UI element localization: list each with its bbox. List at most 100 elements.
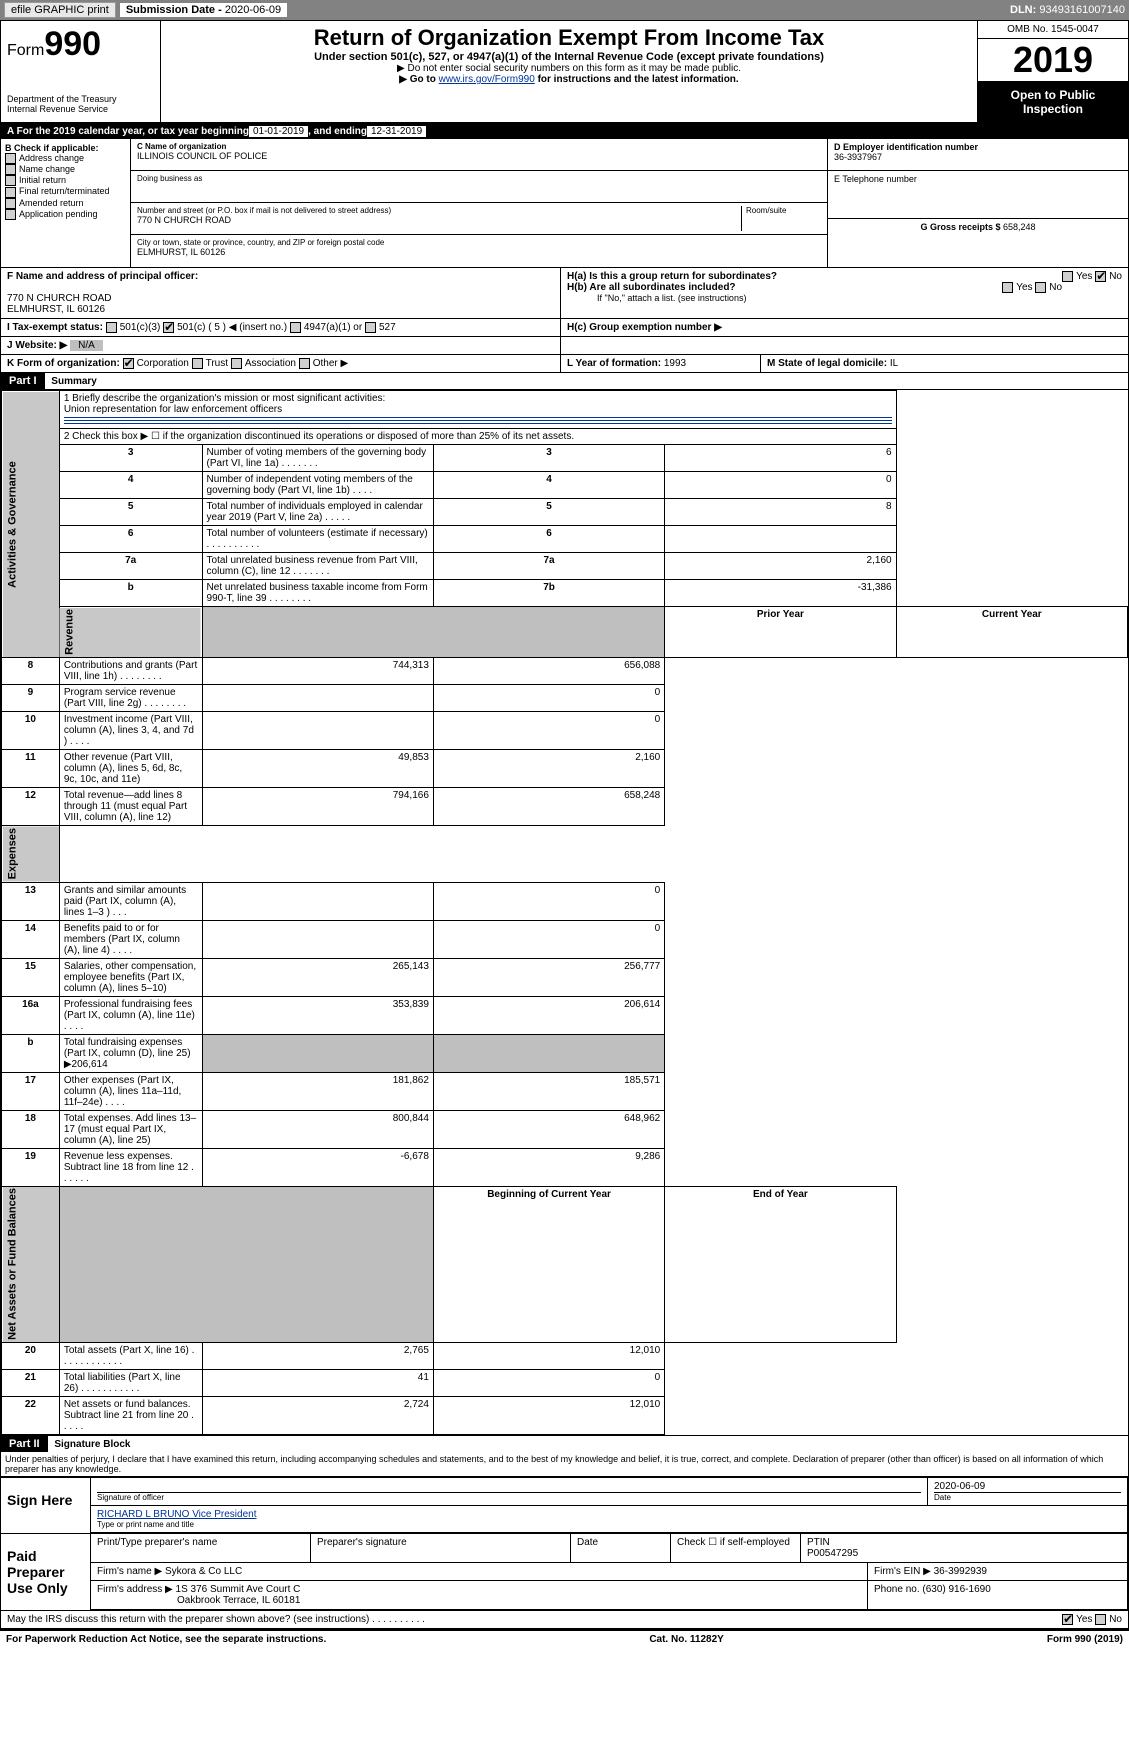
col-b-checkboxes: B Check if applicable: Address change Na… (1, 139, 131, 267)
vtab-governance: Activities & Governance (2, 391, 60, 658)
chk-final-return[interactable]: Final return/terminated (5, 186, 126, 197)
form-990: Form990 Department of the Treasury Inter… (0, 20, 1129, 1631)
line1-label: 1 Briefly describe the organization's mi… (64, 393, 892, 404)
row-k: K Form of organization: Corporation Trus… (1, 355, 561, 372)
dln: DLN: 93493161007140 (1010, 4, 1125, 16)
vtab-expenses: Expenses (2, 826, 60, 882)
firm-address: Firm's address ▶ 1S 376 Summit Ave Court… (91, 1581, 868, 1609)
part2-title: Signature Block (50, 1439, 130, 1450)
summary-row: 3Number of voting members of the governi… (2, 445, 1128, 472)
org-name: ILLINOIS COUNCIL OF POLICE (137, 151, 821, 161)
irs-label: Internal Revenue Service (7, 104, 154, 114)
prep-name-label: Print/Type preparer's name (91, 1534, 311, 1562)
summary-table: Activities & Governance 1 Briefly descri… (1, 390, 1128, 1435)
row-f-label: F Name and address of principal officer: (7, 271, 198, 282)
row-m: M State of legal domicile: IL (761, 355, 1128, 372)
ein-label: D Employer identification number (834, 142, 1122, 152)
summary-row: 15Salaries, other compensation, employee… (2, 958, 1128, 996)
officer-name-title: RICHARD L BRUNO Vice President (97, 1509, 1121, 1520)
summary-row: 7aTotal unrelated business revenue from … (2, 553, 1128, 580)
chk-initial-return[interactable]: Initial return (5, 175, 126, 186)
omb-number: OMB No. 1545-0047 (978, 21, 1128, 39)
summary-row: 6Total number of volunteers (estimate if… (2, 526, 1128, 553)
sig-officer-label: Signature of officer (97, 1493, 921, 1502)
col-de: D Employer identification number 36-3937… (828, 139, 1128, 267)
ein-value: 36-3937967 (834, 152, 1122, 162)
room-label: Room/suite (746, 206, 821, 215)
summary-row: 16aProfessional fundraising fees (Part I… (2, 996, 1128, 1034)
check-if-self: Check ☐ if self-employed (671, 1534, 801, 1562)
vtab-revenue: Revenue (59, 607, 202, 658)
summary-row: 18Total expenses. Add lines 13–17 (must … (2, 1110, 1128, 1148)
row-j: J Website: ▶ N/A (1, 337, 561, 354)
row-l: L Year of formation: 1993 (561, 355, 761, 372)
col-c-org-info: C Name of organization ILLINOIS COUNCIL … (131, 139, 828, 267)
summary-row: 14Benefits paid to or for members (Part … (2, 920, 1128, 958)
row-hb-note: If "No," attach a list. (see instruction… (567, 293, 1122, 303)
summary-row: 13Grants and similar amounts paid (Part … (2, 882, 1128, 920)
summary-row: 20Total assets (Part X, line 16) . . . .… (2, 1343, 1128, 1370)
dept-treasury: Department of the Treasury (7, 94, 154, 104)
part-1: Part I Summary Activities & Governance 1… (1, 373, 1128, 1435)
dba-label: Doing business as (137, 174, 821, 183)
hdr-prior-year: Prior Year (665, 607, 896, 658)
submission-date-label: Submission Date - 2020-06-09 (120, 3, 287, 17)
firm-ein: Firm's EIN ▶ 36-3992939 (868, 1563, 1128, 1580)
ptin-cell: PTINP00547295 (801, 1534, 1128, 1562)
chk-name-change[interactable]: Name change (5, 164, 126, 175)
street-address: 770 N CHURCH ROAD (137, 215, 741, 225)
form-number: Form990 (7, 25, 154, 64)
summary-row: 22Net assets or fund balances. Subtract … (2, 1397, 1128, 1435)
name-title-label: Type or print name and title (97, 1520, 1121, 1529)
tax-year: 2019 (978, 39, 1128, 82)
open-to-public: Open to Public Inspection (978, 82, 1128, 122)
city-state-zip: ELMHURST, IL 60126 (137, 247, 821, 257)
efile-graphic-btn[interactable]: efile GRAPHIC print (4, 2, 116, 18)
chk-amended-return[interactable]: Amended return (5, 198, 126, 209)
efile-bar: efile GRAPHIC print Submission Date - 20… (0, 0, 1129, 20)
hdr-end-year: End of Year (665, 1186, 896, 1343)
gross-receipts-label: G Gross receipts $ (920, 222, 1003, 232)
form-header: Form990 Department of the Treasury Inter… (1, 21, 1128, 124)
page-footer: For Paperwork Reduction Act Notice, see … (0, 1631, 1129, 1648)
phone-label: E Telephone number (834, 174, 1122, 184)
footer-right: Form 990 (2019) (1047, 1634, 1123, 1645)
summary-row: 8Contributions and grants (Part VIII, li… (2, 658, 1128, 685)
summary-row: 17Other expenses (Part IX, column (A), l… (2, 1072, 1128, 1110)
summary-row: 9Program service revenue (Part VIII, lin… (2, 685, 1128, 712)
summary-row: 19Revenue less expenses. Subtract line 1… (2, 1148, 1128, 1186)
firm-name: Firm's name ▶ Sykora & Co LLC (91, 1563, 868, 1580)
row-i: I Tax-exempt status: 501(c)(3) 501(c) ( … (1, 319, 561, 336)
perjury-text: Under penalties of perjury, I declare th… (1, 1452, 1128, 1476)
city-label: City or town, state or province, country… (137, 238, 821, 247)
goto-note: ▶ Go to www.irs.gov/Form990 for instruct… (167, 74, 971, 85)
summary-row: 4Number of independent voting members of… (2, 472, 1128, 499)
section-bcde: B Check if applicable: Address change Na… (1, 139, 1128, 268)
rows-fghijk: F Name and address of principal officer:… (1, 268, 1128, 373)
chk-app-pending[interactable]: Application pending (5, 209, 126, 220)
may-irs-discuss: May the IRS discuss this return with the… (1, 1611, 1128, 1630)
hdr-begin-year: Beginning of Current Year (433, 1186, 664, 1343)
firm-phone: Phone no. (630) 916-1690 (868, 1581, 1128, 1609)
sig-date: 2020-06-09 (934, 1481, 1121, 1492)
summary-row: bNet unrelated business taxable income f… (2, 580, 1128, 607)
line2: 2 Check this box ▶ ☐ if the organization… (59, 429, 896, 445)
part1-header: Part I (1, 373, 45, 389)
form990-link[interactable]: www.irs.gov/Form990 (439, 74, 535, 85)
summary-row: bTotal fundraising expenses (Part IX, co… (2, 1034, 1128, 1072)
chk-address-change[interactable]: Address change (5, 153, 126, 164)
part1-title: Summary (47, 376, 97, 387)
paid-preparer-label: Paid Preparer Use Only (1, 1534, 91, 1610)
date-label: Date (934, 1492, 1121, 1502)
part2-header: Part II (1, 1436, 48, 1452)
officer-addr1: 770 N CHURCH ROAD (7, 293, 111, 304)
sign-here-label: Sign Here (1, 1478, 91, 1533)
row-hc: H(c) Group exemption number ▶ (561, 319, 1128, 336)
part-2: Part II Signature Block Under penalties … (1, 1435, 1128, 1630)
summary-row: 11Other revenue (Part VIII, column (A), … (2, 750, 1128, 788)
row-hb: H(b) Are all subordinates included? Yes … (567, 282, 1122, 293)
gross-receipts-value: 658,248 (1003, 222, 1036, 232)
summary-row: 12Total revenue—add lines 8 through 11 (… (2, 788, 1128, 826)
row-ha: H(a) Is this a group return for subordin… (567, 271, 1122, 282)
summary-row: 5Total number of individuals employed in… (2, 499, 1128, 526)
